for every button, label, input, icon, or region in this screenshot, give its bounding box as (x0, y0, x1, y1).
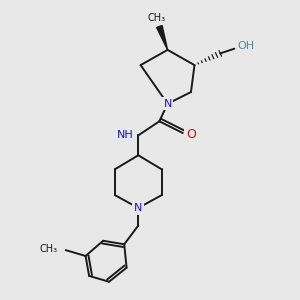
Text: O: O (186, 128, 196, 141)
Text: CH₃: CH₃ (148, 13, 166, 23)
Text: NH: NH (117, 130, 134, 140)
Polygon shape (157, 26, 168, 50)
Text: N: N (134, 203, 142, 213)
Text: OH: OH (238, 41, 255, 51)
Text: N: N (164, 99, 172, 109)
Text: CH₃: CH₃ (39, 244, 58, 254)
